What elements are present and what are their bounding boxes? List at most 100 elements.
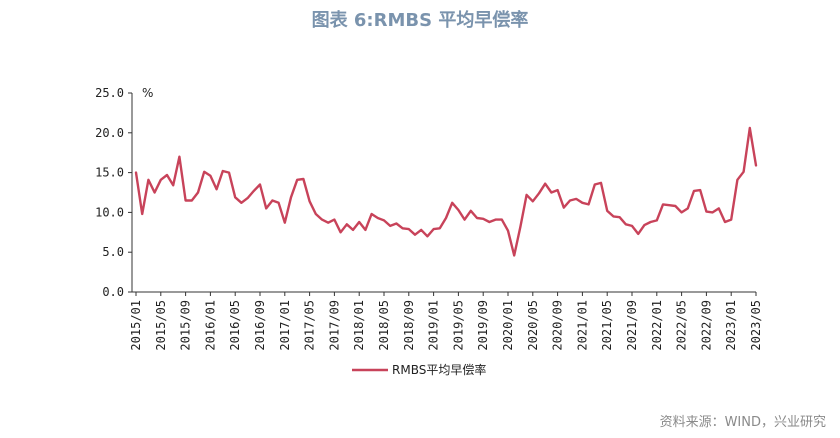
data-point: [730, 219, 732, 221]
data-point: [488, 221, 490, 223]
x-tick-label: 2017/01: [278, 300, 292, 351]
legend: RMBS平均早偿率: [352, 362, 486, 377]
data-point: [445, 217, 447, 219]
x-tick-label: 2016/09: [253, 300, 267, 351]
data-point: [197, 191, 199, 194]
x-tick-label: 2021/05: [600, 300, 614, 351]
data-point: [668, 204, 670, 206]
x-tick-label: 2019/05: [451, 300, 465, 351]
data-point: [693, 190, 695, 192]
data-point: [755, 164, 757, 166]
data-point: [687, 207, 689, 209]
data-point: [650, 221, 652, 223]
x-tick-label: 2016/05: [228, 300, 242, 351]
data-point: [420, 229, 422, 231]
data-point: [290, 196, 292, 198]
data-point: [724, 221, 726, 223]
data-point: [333, 219, 335, 221]
y-tick-label: 25.0: [95, 86, 124, 100]
data-point: [625, 223, 627, 225]
data-point: [643, 224, 646, 226]
x-tick-label: 2021/01: [575, 300, 589, 351]
data-point: [507, 230, 509, 232]
data-point: [371, 213, 373, 215]
x-tick-label: 2015/09: [179, 300, 193, 351]
data-point: [346, 223, 348, 225]
data-point: [544, 183, 546, 185]
data-point: [414, 234, 416, 236]
data-point: [222, 170, 224, 172]
data-point: [240, 202, 242, 204]
data-point: [271, 199, 273, 202]
x-tick-label: 2021/09: [625, 300, 639, 351]
data-point: [619, 216, 621, 218]
data-point: [482, 218, 484, 220]
data-point: [340, 231, 342, 233]
y-tick-label: 0.0: [102, 285, 124, 299]
data-point: [575, 198, 577, 200]
x-tick-label: 2017/05: [303, 300, 317, 351]
x-axis-ticks: 2015/01 2015/05 2015/09 2016/01 2016/05 2016/…: [129, 292, 763, 351]
data-point: [154, 191, 156, 194]
data-point: [594, 183, 596, 186]
data-point: [228, 172, 230, 174]
data-point: [495, 219, 497, 221]
data-point: [470, 210, 472, 212]
data-point: [705, 211, 708, 213]
x-tick-label: 2022/05: [675, 300, 689, 351]
data-point: [656, 219, 658, 221]
data-point: [141, 213, 143, 215]
x-tick-label: 2020/01: [501, 300, 515, 351]
data-point: [395, 222, 397, 225]
data-point: [135, 172, 137, 174]
data-point: [253, 190, 255, 192]
data-point: [147, 179, 149, 181]
data-point: [358, 221, 360, 223]
data-point: [563, 207, 565, 209]
data-point: [439, 227, 441, 229]
data-point: [743, 171, 745, 173]
data-point: [674, 205, 677, 207]
data-point: [736, 179, 739, 181]
data-point: [352, 229, 354, 231]
data-point: [321, 219, 323, 221]
data-point: [550, 191, 553, 194]
data-point: [513, 254, 515, 256]
data-point: [383, 219, 385, 221]
data-point: [178, 156, 180, 158]
data-point: [191, 199, 193, 202]
data-point: [612, 215, 615, 217]
x-tick-label: 2019/01: [427, 300, 441, 351]
data-point: [377, 217, 379, 219]
x-tick-label: 2023/01: [724, 300, 738, 351]
data-point: [327, 222, 329, 224]
chart-title: 图表 6:RMBS 平均早偿率: [311, 10, 529, 31]
data-point: [160, 179, 162, 181]
x-tick-label: 2019/09: [476, 300, 490, 351]
data-point: [476, 217, 478, 219]
x-tick-label: 2020/05: [526, 300, 540, 351]
data-point: [749, 127, 751, 129]
data-point: [389, 225, 391, 227]
y-axis-unit: %: [142, 86, 153, 100]
data-point: [315, 213, 317, 215]
x-tick-label: 2015/05: [154, 300, 168, 351]
data-point: [538, 192, 540, 194]
data-point: [234, 196, 236, 198]
data-point: [426, 235, 428, 237]
data-point: [451, 202, 453, 204]
data-point: [364, 229, 366, 231]
data-point: [166, 174, 168, 176]
x-tick-label: 2015/01: [129, 300, 143, 351]
data-point: [569, 199, 571, 202]
data-point: [637, 233, 639, 235]
data-point: [408, 228, 410, 230]
data-point: [302, 178, 304, 180]
data-point: [526, 194, 528, 196]
data-point: [247, 197, 249, 199]
y-tick-label: 15.0: [95, 166, 124, 180]
data-point: [588, 203, 590, 205]
data-point: [662, 203, 664, 205]
legend-label: RMBS平均早偿率: [392, 362, 486, 377]
